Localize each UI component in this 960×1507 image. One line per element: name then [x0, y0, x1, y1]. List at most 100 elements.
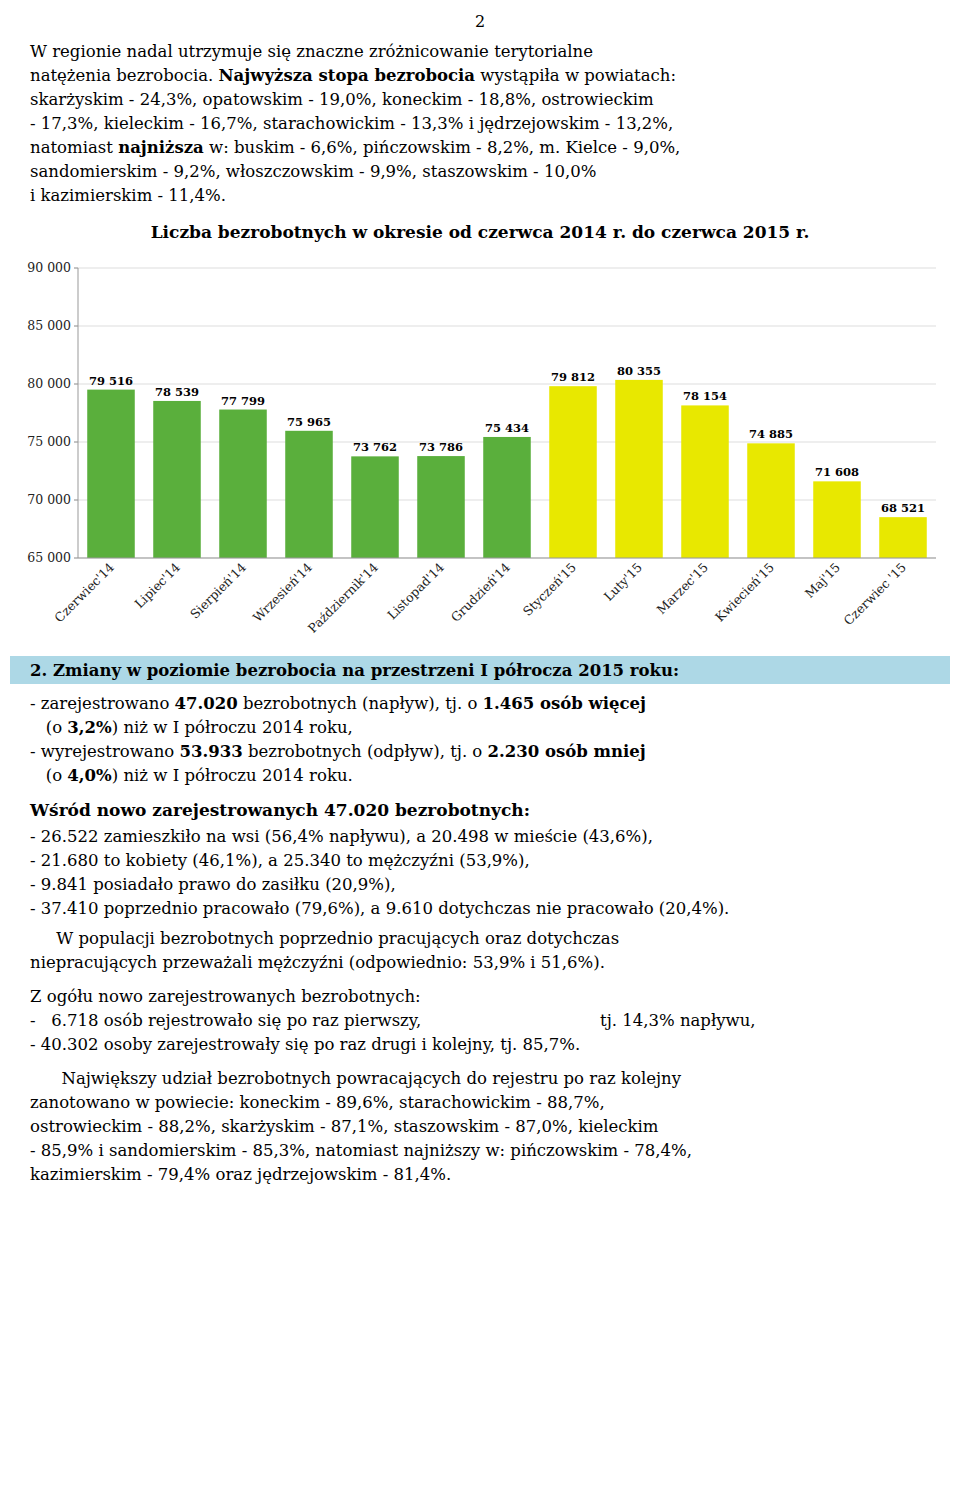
paragraph-line: i kazimierskim - 11,4%.	[30, 186, 226, 206]
y-tick	[74, 268, 78, 269]
bar	[285, 431, 333, 558]
paragraph-line: - wyrejestrowano 53.933 bezrobotnych (od…	[30, 742, 646, 762]
data-label: 75 965	[287, 415, 331, 429]
bar	[747, 443, 795, 558]
paragraph-line: W regionie nadal utrzymuje się znaczne z…	[30, 42, 593, 62]
paragraph-line: ostrowieckim - 88,2%, skarżyskim - 87,1%…	[30, 1117, 658, 1137]
paragraph-line: Największy udział bezrobotnych powracają…	[30, 1069, 681, 1089]
list-item: - 40.302 osoby zarejestrowały się po raz…	[30, 1035, 580, 1055]
paragraph-line: skarżyskim - 24,3%, opatowskim - 19,0%, …	[30, 90, 654, 110]
y-tick	[74, 500, 78, 501]
bar	[549, 386, 597, 558]
y-tick	[74, 442, 78, 443]
data-label: 79 516	[89, 374, 133, 388]
bar-chart: 65 00070 00075 00080 00085 00090 00079 5…	[0, 254, 960, 650]
text-segment: 47.020	[324, 800, 389, 820]
bar	[483, 437, 531, 558]
list-item: - 37.410 poprzednio pracowało (79,6%), a…	[30, 899, 729, 919]
paragraph-line: W populacji bezrobotnych poprzednio prac…	[30, 929, 619, 949]
text-segment: skarżyskim - 24,3%, opatowskim - 19,0%, …	[30, 90, 654, 109]
bars	[87, 380, 927, 558]
data-label: 80 355	[617, 364, 661, 378]
text-segment: 47.020	[175, 694, 238, 713]
text-segment: 4,0%	[67, 766, 111, 785]
grid-line	[78, 326, 936, 327]
x-tick-label: Styczeń'15	[520, 560, 579, 619]
text-segment: 53.933	[179, 742, 242, 761]
bar	[87, 390, 135, 558]
data-label: 75 434	[485, 421, 529, 435]
x-tick-label: Lipiec'14	[131, 559, 183, 611]
text-segment: w: buskim - 6,6%, pińczowskim - 8,2%, m.…	[204, 138, 681, 157]
list-item: - 26.522 zamieszkiło na wsi (56,4% napły…	[30, 827, 653, 847]
y-axis	[78, 268, 79, 558]
y-tick-label: 70 000	[27, 492, 71, 507]
paragraph-line: sandomierskim - 9,2%, włoszczowskim - 9,…	[30, 162, 596, 182]
bar	[153, 401, 201, 558]
list-item: - 21.680 to kobiety (46,1%), a 25.340 to…	[30, 851, 530, 871]
x-tick-label: Kwiecień'15	[712, 560, 777, 625]
text-segment: bezrobotnych:	[389, 800, 530, 820]
grid-line	[78, 268, 936, 269]
x-tick-label: Wrzesień'14	[250, 559, 315, 624]
text-segment: natomiast	[30, 138, 118, 157]
y-tick	[74, 384, 78, 385]
x-tick-label: Czerwiec'14	[51, 559, 117, 625]
paragraph-line: - 85,9% i sandomierskim - 85,3%, natomia…	[30, 1141, 692, 1161]
text-segment: Najwyższa stopa bezrobocia	[219, 66, 476, 85]
x-tick-label: Grudzień'14	[448, 559, 513, 624]
page: 2 W regionie nadal utrzymuje się znaczne …	[0, 0, 960, 1507]
bar	[351, 456, 399, 558]
paragraph-line: (o 3,2%) niż w I półroczu 2014 roku,	[30, 718, 353, 738]
chart-title: Liczba bezrobotnych w okresie od czerwca…	[0, 222, 960, 242]
paragraph-line: - zarejestrowano 47.020 bezrobotnych (na…	[30, 694, 646, 714]
bar	[879, 517, 927, 558]
bar	[615, 380, 663, 558]
x-tick-label: Maj'15	[802, 560, 843, 601]
grid-line	[78, 558, 936, 559]
text-segment: wystąpiła w powiatach:	[475, 66, 676, 85]
text-segment: 3,2%	[67, 718, 111, 737]
section-title: Wśród nowo zarejestrowanych 47.020 bezro…	[30, 800, 530, 820]
y-tick	[74, 326, 78, 327]
y-tick	[74, 558, 78, 559]
page-number: 2	[0, 12, 960, 31]
y-tick-label: 90 000	[27, 260, 71, 275]
text-segment: sandomierskim - 9,2%, włoszczowskim - 9,…	[30, 162, 596, 181]
data-label: 78 154	[683, 389, 727, 403]
x-tick-label: Luty'15	[601, 560, 645, 604]
text-segment: Wśród nowo zarejestrowanych	[30, 800, 324, 820]
y-tick-label: 85 000	[27, 318, 71, 333]
paragraph-line: natężenia bezrobocia. Najwyższa stopa be…	[30, 66, 676, 86]
paragraph-line: (o 4,0%) niż w I półroczu 2014 roku.	[30, 766, 353, 786]
bar	[417, 456, 465, 558]
text-segment: 1.465 osób więcej	[483, 694, 646, 713]
text-segment: - zarejestrowano	[30, 694, 175, 713]
data-label: 71 608	[815, 465, 859, 479]
y-tick-label: 65 000	[27, 550, 71, 565]
y-tick-label: 75 000	[27, 434, 71, 449]
text-segment: - wyrejestrowano	[30, 742, 179, 761]
text-segment: W regionie nadal utrzymuje się znaczne z…	[30, 42, 593, 61]
list-item: - 9.841 posiadało prawo do zasiłku (20,9…	[30, 875, 396, 895]
x-tick-label: Czerwiec '15	[841, 560, 910, 629]
paragraph-line: niepracujących przeważali mężczyźni (odp…	[30, 953, 605, 973]
data-label: 77 799	[221, 394, 265, 408]
text-segment: i kazimierskim - 11,4%.	[30, 186, 226, 205]
x-tick-label: Październik'14	[305, 559, 381, 635]
paragraph-line: zanotowano w powiecie: koneckim - 89,6%,…	[30, 1093, 605, 1113]
text-segment: (o	[30, 718, 67, 737]
data-label: 78 539	[155, 385, 199, 399]
data-label: 79 812	[551, 370, 595, 384]
text-segment: najniższa	[118, 138, 204, 157]
text-segment: ) niż w I półroczu 2014 roku,	[112, 718, 353, 737]
grid-line	[78, 384, 936, 385]
section-title: 2. Zmiany w poziomie bezrobocia na przes…	[30, 661, 679, 681]
bar	[219, 410, 267, 558]
paragraph-line: kazimierskim - 79,4% oraz jędrzejowskim …	[30, 1165, 451, 1185]
data-label: 74 885	[749, 427, 793, 441]
section-title: Z ogółu nowo zarejestrowanych bezrobotny…	[30, 987, 421, 1007]
paragraph-line: - 17,3%, kieleckim - 16,7%, starachowick…	[30, 114, 673, 134]
x-tick-label: Marzec'15	[653, 560, 711, 618]
data-label: 73 786	[419, 440, 463, 454]
